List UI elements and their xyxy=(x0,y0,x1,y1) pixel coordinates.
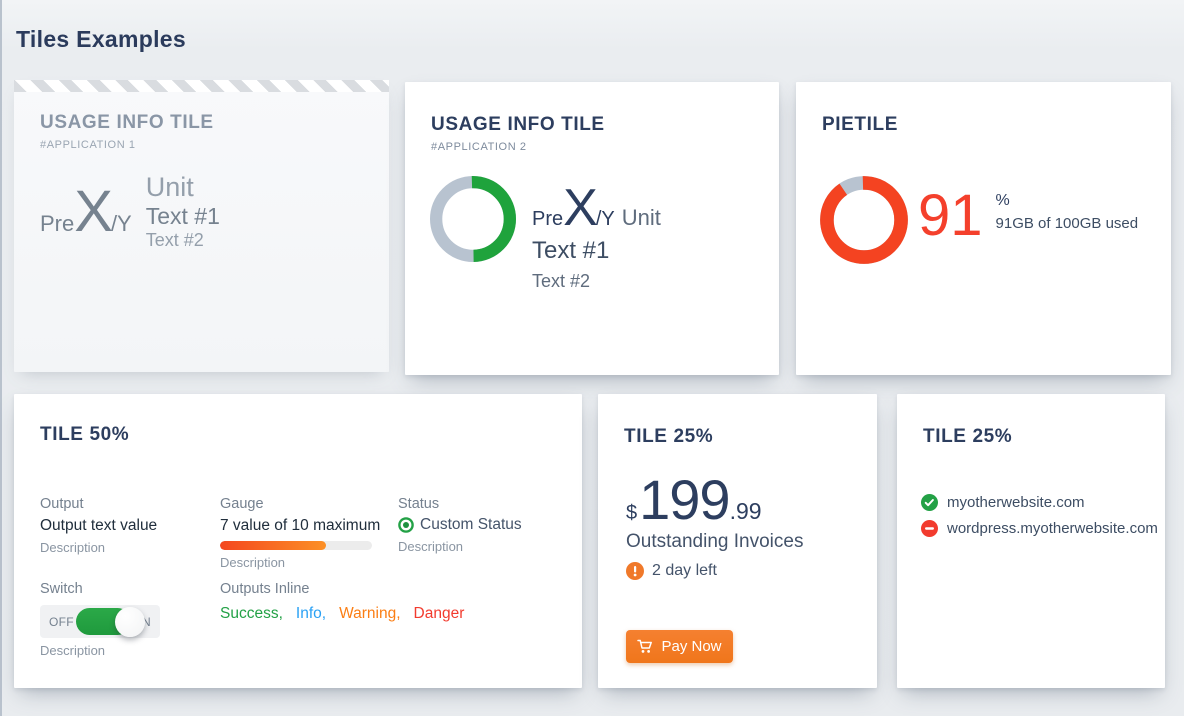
pie-value: 91 xyxy=(918,183,983,248)
switch-off-label: OFF xyxy=(49,614,74,629)
gauge-label: Gauge xyxy=(220,496,264,512)
usage-value: X xyxy=(74,179,113,245)
minus-circle-icon xyxy=(921,520,938,537)
switch-pill[interactable] xyxy=(76,607,145,637)
cart-icon xyxy=(637,639,653,653)
pie-tile: PIETILE 91 % 91GB of 100GB used xyxy=(796,82,1171,375)
site-name: wordpress.myotherwebsite.com xyxy=(947,520,1158,537)
usage-donut-chart xyxy=(430,176,516,262)
tile-title: PIETILE xyxy=(822,114,898,135)
price-amount: 199 xyxy=(639,468,730,531)
status-description: Description xyxy=(398,539,464,554)
site-name: myotherwebsite.com xyxy=(947,494,1085,511)
switch-description: Description xyxy=(40,643,106,658)
switch-label: Switch xyxy=(40,581,83,597)
gauge-bar xyxy=(220,541,372,550)
usage-text1: Text #1 xyxy=(145,203,220,230)
tile-50: TILE 50% Output Output text value Descri… xyxy=(14,394,582,688)
price-currency: $ xyxy=(626,502,638,524)
usage-suffix: /Y xyxy=(110,211,132,237)
gauge-bar-fill xyxy=(220,541,327,550)
usage-info-tile-2: USAGE INFO TILE #APPLICATION 2 Pre X/Y Un… xyxy=(405,82,779,375)
tile-title: TILE 25% xyxy=(624,426,714,447)
page-title: Tiles Examples xyxy=(16,26,186,52)
output-value: Output text value xyxy=(40,517,158,534)
inline-output-success: Success, xyxy=(220,605,283,622)
pie-caption: 91GB of 100GB used xyxy=(995,215,1139,232)
pay-now-button[interactable]: Pay Now xyxy=(626,630,733,663)
exclamation-circle-icon xyxy=(626,562,644,580)
pie-donut-chart xyxy=(820,176,908,264)
usage-value-block: Pre X/Y Unit Text #1 Text #2 xyxy=(40,172,220,253)
output-description: Description xyxy=(40,540,106,555)
site-row-blocked: wordpress.myotherwebsite.com xyxy=(921,520,1158,537)
usage-text1: Text #1 xyxy=(532,237,610,264)
tile-25-invoice: TILE 25% $ 199 .99 Outstanding Invoices … xyxy=(598,394,877,688)
tile-title: TILE 50% xyxy=(40,424,130,445)
status-label: Status xyxy=(398,496,440,512)
page-left-edge xyxy=(0,0,2,716)
usage-info-tile-1: USAGE INFO TILE #APPLICATION 1 Pre X/Y Un… xyxy=(14,80,389,372)
gauge-value: 7 value of 10 maximum xyxy=(220,517,381,534)
tile-subtitle: #APPLICATION 1 xyxy=(40,139,136,151)
usage-prefix: Pre xyxy=(532,208,564,230)
usage-text2: Text #2 xyxy=(532,271,591,291)
status-target-icon xyxy=(398,517,414,533)
pie-unit: % xyxy=(995,192,1010,209)
status-value: Custom Status xyxy=(420,516,522,533)
inline-output-warning: Warning, xyxy=(339,605,401,622)
usage-unit: Unit xyxy=(621,205,661,230)
usage-unit: Unit xyxy=(145,172,194,202)
inline-output-danger: Danger xyxy=(413,605,465,622)
usage-suffix: /Y xyxy=(595,208,615,230)
alert-text: 2 day left xyxy=(652,562,717,579)
price-cents: .99 xyxy=(729,498,762,524)
usage-text2: Text #2 xyxy=(145,230,204,251)
usage-value: X xyxy=(563,179,598,237)
gauge-description: Description xyxy=(220,555,286,570)
tile-title: TILE 25% xyxy=(923,426,1013,447)
inline-output-info: Info, xyxy=(295,605,327,622)
outputs-inline-label: Outputs Inline xyxy=(220,581,310,597)
switch-toggle[interactable]: OFF ON xyxy=(40,605,160,638)
pay-now-label: Pay Now xyxy=(661,638,722,655)
output-label: Output xyxy=(40,496,84,512)
loading-stripes-band xyxy=(14,80,389,92)
tile-25-sites: TILE 25% myotherwebsite.com wordpress.my… xyxy=(897,394,1165,688)
usage-prefix: Pre xyxy=(40,211,75,237)
tile-title: USAGE INFO TILE xyxy=(40,112,214,133)
tile-title: USAGE INFO TILE xyxy=(431,114,605,135)
site-row-ok: myotherwebsite.com xyxy=(921,494,1158,511)
invoice-caption: Outstanding Invoices xyxy=(626,531,804,552)
tile-subtitle: #APPLICATION 2 xyxy=(431,141,527,153)
check-circle-icon xyxy=(921,494,938,511)
switch-knob[interactable] xyxy=(115,607,145,637)
